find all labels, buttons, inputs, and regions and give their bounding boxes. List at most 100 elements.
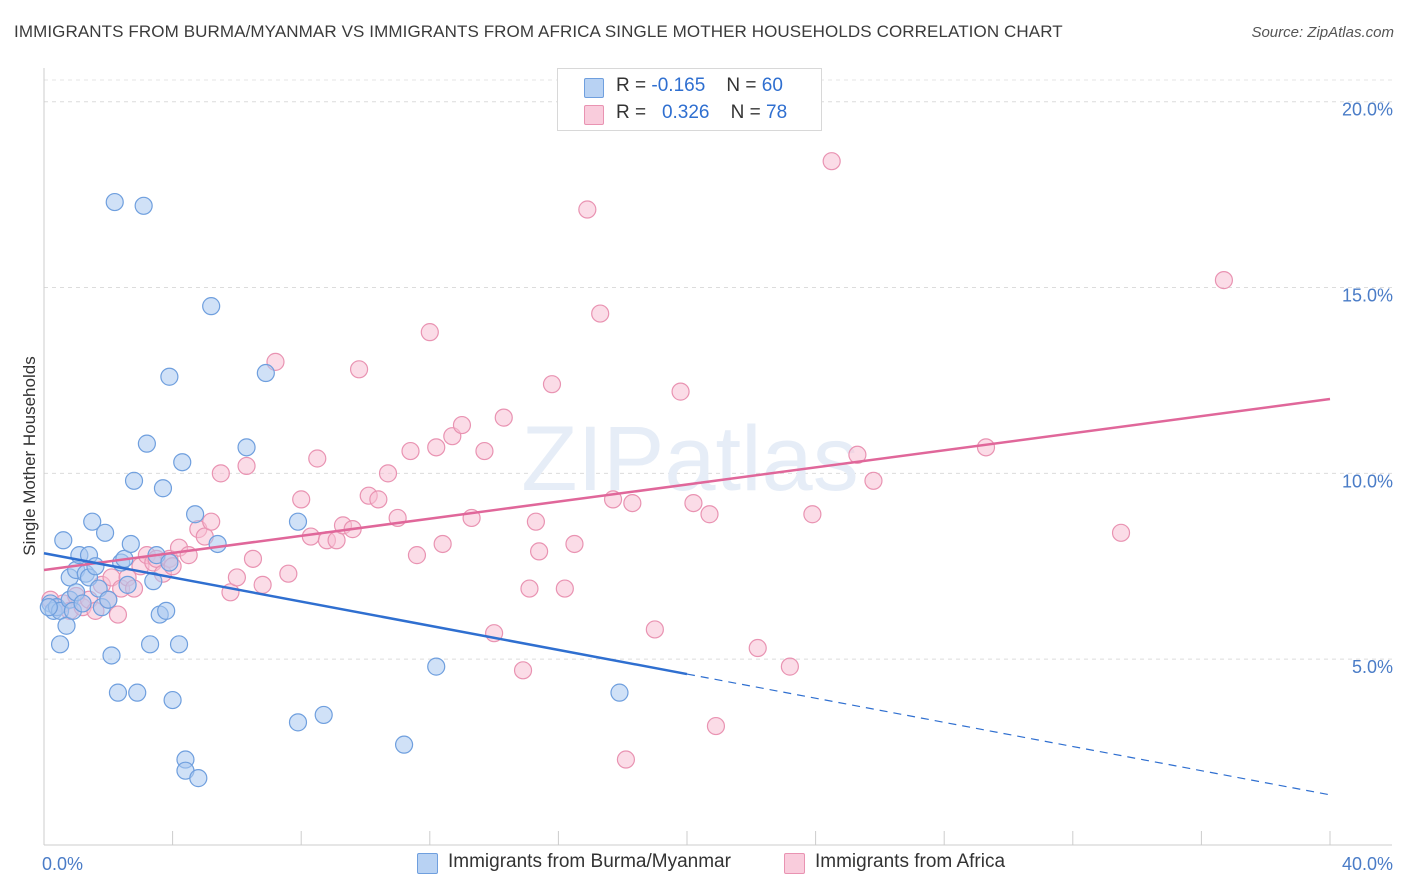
burma-point-42 xyxy=(163,690,182,710)
x-tick-label-1: 40.0% xyxy=(1342,854,1393,874)
africa-point-59 xyxy=(520,579,539,598)
africa-point-53 xyxy=(452,415,472,435)
africa-point-60 xyxy=(526,512,545,531)
burma-point-48 xyxy=(189,769,208,788)
burma-point-13 xyxy=(73,594,92,613)
africa-point-73 xyxy=(700,505,719,524)
x-tick-label-0: 0.0% xyxy=(42,854,83,874)
y-tick-label-0: 5.0% xyxy=(1352,657,1393,677)
africa-point-61 xyxy=(530,542,549,561)
burma-point-47 xyxy=(186,505,205,524)
africa-point-48 xyxy=(407,546,427,565)
series-burma-points xyxy=(39,192,629,788)
africa-point-11 xyxy=(108,605,128,624)
burma-point-28 xyxy=(118,575,137,594)
africa-point-51 xyxy=(433,534,452,554)
burma-point-40 xyxy=(160,553,179,572)
burma-point-30 xyxy=(124,471,144,490)
africa-point-31 xyxy=(243,549,263,568)
burma-point-54 xyxy=(288,512,308,531)
africa-point-79 xyxy=(848,445,867,464)
burma-point-32 xyxy=(134,196,153,215)
y-tick-label-2: 15.0% xyxy=(1342,286,1393,306)
africa-point-80 xyxy=(864,471,883,490)
burma-point-41 xyxy=(160,367,179,386)
burma-point-58 xyxy=(610,683,629,702)
africa-point-34 xyxy=(279,564,298,583)
africa-point-57 xyxy=(494,408,513,427)
africa-point-45 xyxy=(378,464,398,483)
burma-point-53 xyxy=(288,713,308,732)
burma-point-38 xyxy=(153,479,173,498)
africa-point-47 xyxy=(401,441,420,461)
axes xyxy=(43,68,1392,846)
trend-line-burma-extension xyxy=(686,673,1331,796)
africa-point-78 xyxy=(822,152,841,171)
africa-point-32 xyxy=(253,575,272,594)
legend-n-value-burma: 60 xyxy=(761,75,783,96)
africa-point-44 xyxy=(369,490,388,509)
africa-point-75 xyxy=(748,638,767,658)
africa-point-63 xyxy=(555,579,574,598)
africa-point-58 xyxy=(513,661,533,680)
y-axis-title: Single Mother Households xyxy=(20,356,39,555)
africa-point-37 xyxy=(308,449,327,468)
africa-point-65 xyxy=(578,200,597,219)
burma-point-18 xyxy=(86,557,105,576)
burma-point-4 xyxy=(50,635,70,654)
burma-point-52 xyxy=(256,363,275,383)
bottom-legend-label-africa: Immigrants from Africa xyxy=(815,851,1006,872)
africa-point-64 xyxy=(565,534,584,554)
legend-r-label: R = xyxy=(616,102,647,123)
africa-point-55 xyxy=(475,441,494,461)
chart-source: Source: ZipAtlas.com xyxy=(1251,24,1394,41)
africa-point-72 xyxy=(684,493,703,513)
burma-point-21 xyxy=(95,523,115,542)
burma-point-59 xyxy=(39,598,58,617)
africa-point-68 xyxy=(616,750,636,769)
africa-point-66 xyxy=(591,304,610,323)
africa-point-71 xyxy=(671,382,690,401)
legend-n-label: N = xyxy=(726,75,757,96)
y-tick-label-1: 10.0% xyxy=(1342,471,1393,491)
trend-line-africa xyxy=(43,397,1331,572)
burma-point-39 xyxy=(157,601,176,620)
africa-point-70 xyxy=(645,620,664,639)
chart-title: IMMIGRANTS FROM BURMA/MYANMAR VS IMMIGRA… xyxy=(14,22,1063,41)
bottom-legend-swatch-burma xyxy=(417,853,438,874)
burma-point-33 xyxy=(137,434,156,453)
watermark: ZIPatlas xyxy=(521,408,858,510)
africa-point-69 xyxy=(623,493,642,513)
africa-point-83 xyxy=(1214,271,1234,290)
africa-point-49 xyxy=(420,323,439,342)
legend-r-value-africa: 0.326 xyxy=(661,102,710,123)
burma-point-55 xyxy=(314,705,333,725)
africa-point-62 xyxy=(542,375,562,394)
legend-r-value-burma: -0.165 xyxy=(651,75,706,96)
burma-point-34 xyxy=(140,635,160,654)
legend-n-value-africa: 78 xyxy=(766,102,788,123)
burma-point-31 xyxy=(128,683,147,702)
legend-swatch-burma xyxy=(584,78,604,98)
burma-point-51 xyxy=(237,438,256,457)
burma-point-57 xyxy=(427,657,446,676)
legend-r-label: R = xyxy=(616,75,647,96)
trend-lines xyxy=(43,397,1331,796)
burma-point-29 xyxy=(121,534,140,554)
africa-point-77 xyxy=(803,505,822,524)
trend-line-burma xyxy=(43,552,688,676)
burma-point-56 xyxy=(394,735,414,754)
burma-point-23 xyxy=(102,646,121,665)
y-tick-label-3: 20.0% xyxy=(1342,100,1393,120)
burma-point-50 xyxy=(208,534,227,554)
africa-point-30 xyxy=(237,456,256,476)
africa-point-82 xyxy=(1111,523,1131,542)
bottom-legend-label-burma: Immigrants from Burma/Myanmar xyxy=(448,851,731,872)
africa-point-74 xyxy=(706,716,726,736)
africa-point-26 xyxy=(202,512,221,531)
bottom-legend-swatch-africa xyxy=(784,853,805,874)
burma-point-25 xyxy=(108,683,128,702)
gridlines xyxy=(44,79,1392,660)
burma-point-49 xyxy=(202,297,221,316)
